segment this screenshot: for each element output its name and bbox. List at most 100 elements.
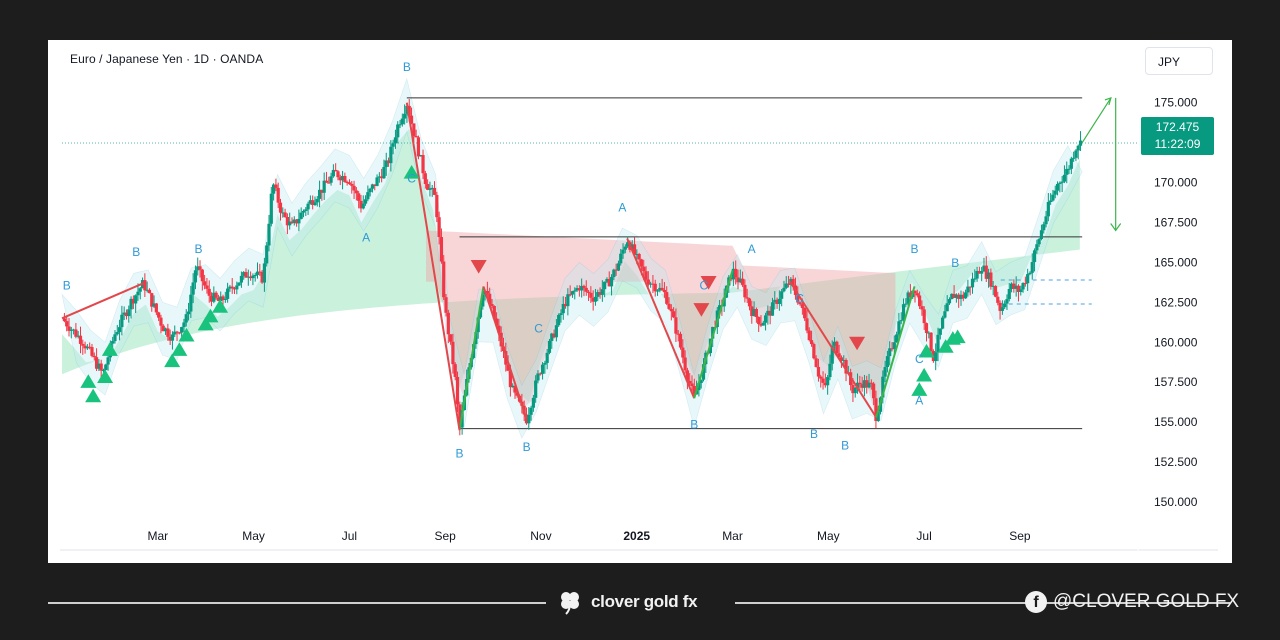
candle-body	[575, 288, 579, 291]
candle-body	[442, 261, 446, 298]
candle-body	[874, 398, 878, 421]
candle-body	[855, 382, 860, 388]
candle-body	[193, 270, 198, 283]
candle-body	[832, 341, 837, 346]
candle-body	[538, 373, 542, 375]
candle-body	[605, 278, 609, 282]
candle-body	[361, 203, 365, 209]
candle-body	[428, 188, 432, 190]
candle-body	[340, 175, 345, 181]
candle-body	[451, 341, 455, 365]
candle-body	[161, 325, 165, 332]
candle-body	[529, 407, 533, 415]
buy-signal	[85, 388, 102, 403]
wave-label: B	[690, 418, 698, 432]
buy-signal	[403, 164, 420, 179]
candle-body	[701, 364, 706, 380]
wave-label: B	[403, 60, 411, 74]
candle-body	[492, 305, 496, 319]
candle-body	[226, 288, 230, 299]
candle-body	[354, 190, 358, 194]
candle-body	[862, 380, 867, 388]
social-handle-text: @CLOVER GOLD FX	[1053, 591, 1240, 612]
candle-body	[844, 359, 848, 374]
candle-body	[159, 317, 163, 326]
zigzag-leg	[482, 286, 528, 420]
currency-button[interactable]: JPY	[1145, 47, 1213, 75]
candle-body	[230, 286, 234, 289]
candle-body	[182, 322, 186, 328]
candle-body	[867, 382, 871, 388]
candle-body	[566, 294, 570, 307]
candle-body	[807, 330, 811, 341]
candle-body	[1005, 299, 1009, 304]
candle-body	[635, 253, 639, 255]
candle-body	[283, 212, 287, 217]
candle-body	[115, 332, 119, 335]
candle-body	[488, 293, 492, 305]
projection-arrow	[1081, 97, 1112, 143]
chart-panel[interactable]: B B B A B C B B C A B C A C B B B C B A 150.000 152.500 155.0…	[48, 40, 1232, 563]
candle-body	[651, 283, 655, 285]
candle-body	[552, 333, 556, 338]
candle-body	[1046, 201, 1050, 217]
candle-body	[835, 341, 839, 354]
x-tick-label: 2025	[623, 529, 650, 543]
x-tick-label: Mar	[722, 529, 743, 543]
cloud-layer	[61, 77, 1083, 439]
candle-body	[734, 268, 738, 278]
wave-label: B	[951, 256, 959, 270]
candle-body	[619, 253, 623, 264]
candle-body	[773, 299, 777, 303]
candle-body	[993, 285, 998, 297]
candle-body	[94, 357, 99, 369]
price-chart[interactable]: B B B A B C B B C A B C A C B B B C B A 150.000 152.500 155.0…	[48, 40, 1232, 563]
candle-body	[1053, 190, 1057, 195]
candle-body	[885, 356, 890, 368]
y-tick-label: 152.500	[1154, 455, 1198, 469]
candle-body	[131, 298, 135, 304]
candle-body	[345, 181, 349, 183]
candle-body	[786, 283, 791, 285]
candle-body	[959, 294, 963, 299]
sell-signal	[700, 276, 717, 290]
candle-body	[754, 309, 758, 318]
candle-body	[439, 237, 444, 262]
candle-body	[297, 218, 301, 224]
zigzag-leg	[693, 270, 734, 399]
candle-body	[366, 192, 370, 200]
candle-body	[83, 345, 87, 349]
bull-cloud	[62, 128, 1080, 410]
candle-body	[350, 183, 354, 186]
candle-body	[607, 278, 611, 287]
candle-body	[821, 378, 825, 383]
candle-body	[184, 314, 188, 323]
candle-body	[117, 327, 122, 333]
zigzag-leg	[405, 102, 461, 431]
social-handle[interactable]: f @CLOVER GOLD FX	[1025, 588, 1239, 616]
y-tick-label: 162.500	[1154, 295, 1198, 309]
candle-body	[120, 314, 124, 328]
candle-body	[419, 155, 423, 157]
candle-body	[603, 281, 607, 290]
candle-body	[1060, 181, 1064, 183]
candle-body	[616, 263, 621, 271]
candle-body	[255, 271, 260, 275]
candle-body	[534, 380, 538, 398]
candle-body	[839, 357, 844, 361]
candle-body	[334, 169, 338, 172]
candle-body	[736, 277, 740, 283]
candle-body	[819, 376, 823, 379]
candle-body	[897, 321, 901, 335]
candle-body	[580, 285, 584, 291]
candle-body	[536, 373, 540, 381]
zigzag-leg	[458, 286, 485, 431]
candle-body	[1030, 262, 1034, 273]
candle-body	[244, 272, 248, 278]
candle-body	[147, 289, 152, 294]
candle-body	[892, 342, 896, 349]
candle-body	[455, 376, 460, 405]
candle-body	[763, 315, 768, 323]
buy-signal	[197, 316, 214, 331]
candle-body	[97, 363, 101, 369]
